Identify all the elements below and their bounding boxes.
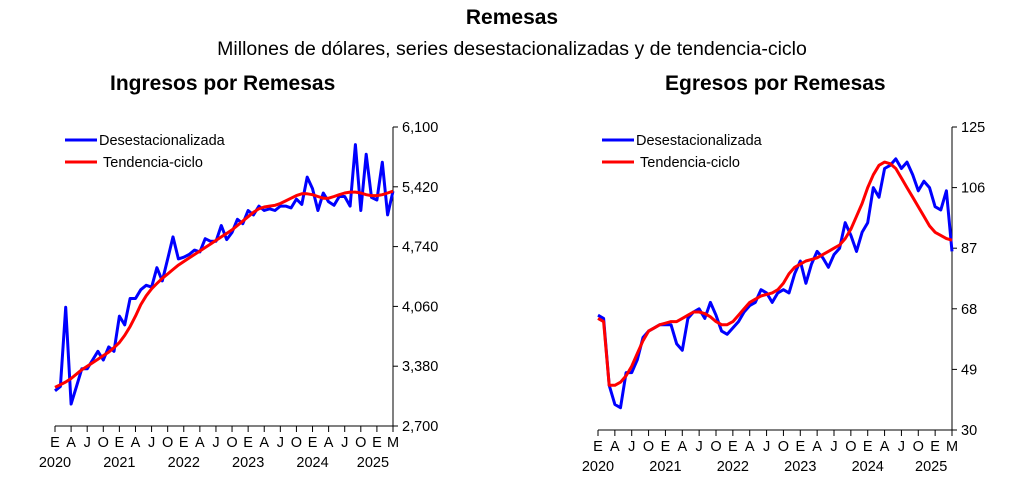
x-tick-label: E (930, 439, 940, 455)
x-tick-label: A (812, 439, 822, 455)
legend-label: Tendencia-ciclo (103, 155, 203, 171)
x-tick-label: J (830, 439, 837, 455)
x-tick-label: O (355, 435, 366, 451)
series-line-desestacionalizada (54, 143, 395, 406)
x-tick-label: A (745, 439, 755, 455)
y-tick-label: 30 (961, 423, 977, 439)
series-line-desestacionalizada (597, 157, 954, 410)
y-tick-label: 2,700 (402, 419, 438, 435)
x-year-label: 2022 (168, 455, 200, 471)
x-year-label: 2022 (717, 459, 749, 475)
x-tick-label: A (610, 439, 620, 455)
figure-title: Remesas (465, 6, 559, 29)
x-tick-label: J (763, 439, 770, 455)
y-tick-label: 5,420 (402, 180, 438, 196)
x-year-label: 2025 (915, 459, 947, 475)
x-year-label: 2025 (357, 455, 389, 471)
x-tick-label: J (628, 439, 635, 455)
x-year-label: 2021 (103, 455, 135, 471)
x-tick-label: J (148, 435, 155, 451)
x-tick-label: J (277, 435, 284, 451)
x-tick-label: E (372, 435, 382, 451)
x-tick-label: A (195, 435, 205, 451)
x-year-label: 2023 (232, 455, 264, 471)
x-year-label: 2020 (39, 455, 71, 471)
x-tick-label: E (863, 439, 873, 455)
legend-label: Desestacionalizada (99, 133, 226, 149)
x-tick-label: A (324, 435, 334, 451)
x-tick-label: E (661, 439, 671, 455)
x-year-label: 2024 (852, 459, 884, 475)
x-tick-label: O (162, 435, 173, 451)
y-tick-label: 6,100 (402, 120, 438, 136)
x-tick-label: M (387, 435, 399, 451)
y-tick-label: 87 (961, 241, 977, 257)
y-tick-label: 106 (961, 181, 985, 197)
figure-subtitle: Millones de dólares, series desestaciona… (217, 38, 807, 60)
x-tick-label: O (643, 439, 654, 455)
x-tick-label: E (795, 439, 805, 455)
y-tick-label: 4,740 (402, 240, 438, 256)
x-tick-label: E (50, 435, 60, 451)
x-tick-label: O (291, 435, 302, 451)
x-tick-label: O (913, 439, 924, 455)
chart-title-egresos: Egresos por Remesas (665, 72, 886, 95)
series-line-tendencia-ciclo (54, 189, 394, 389)
x-tick-label: E (115, 435, 125, 451)
x-year-label: 2020 (582, 459, 614, 475)
x-tick-label: J (696, 439, 703, 455)
x-tick-label: A (259, 435, 269, 451)
y-tick-label: 68 (961, 302, 977, 318)
x-tick-label: E (179, 435, 189, 451)
y-tick-label: 125 (961, 120, 985, 136)
x-year-label: 2021 (649, 459, 681, 475)
x-tick-label: A (677, 439, 687, 455)
y-tick-label: 4,060 (402, 299, 438, 315)
x-tick-label: E (308, 435, 318, 451)
x-tick-label: A (131, 435, 141, 451)
y-tick-label: 3,380 (402, 359, 438, 375)
legend-label: Tendencia-ciclo (640, 155, 740, 171)
x-tick-label: E (593, 439, 603, 455)
series-line-tendencia-ciclo (597, 160, 953, 387)
x-tick-label: J (212, 435, 219, 451)
x-year-label: 2023 (784, 459, 816, 475)
x-tick-label: O (778, 439, 789, 455)
x-tick-label: E (243, 435, 253, 451)
x-tick-label: A (66, 435, 76, 451)
x-tick-label: M (946, 439, 958, 455)
x-tick-label: E (728, 439, 738, 455)
x-year-label: 2024 (296, 455, 328, 471)
x-tick-label: O (226, 435, 237, 451)
x-tick-label: J (341, 435, 348, 451)
chart-title-ingresos: Ingresos por Remesas (110, 72, 336, 95)
x-tick-label: J (84, 435, 91, 451)
x-tick-label: J (898, 439, 905, 455)
x-tick-label: O (710, 439, 721, 455)
x-tick-label: O (845, 439, 856, 455)
x-tick-label: A (880, 439, 890, 455)
y-tick-label: 49 (961, 362, 977, 378)
x-tick-label: O (98, 435, 109, 451)
legend-label: Desestacionalizada (636, 133, 763, 149)
